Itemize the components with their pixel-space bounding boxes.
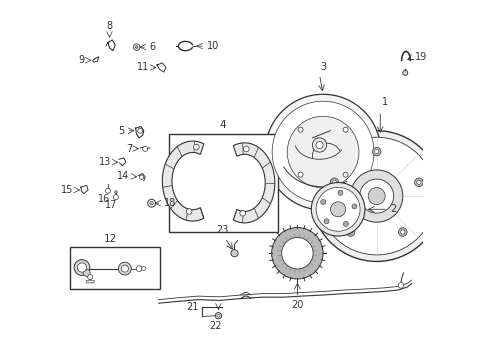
Circle shape — [351, 204, 356, 209]
Circle shape — [317, 137, 435, 255]
Circle shape — [414, 178, 423, 186]
Circle shape — [138, 128, 142, 133]
Text: 13: 13 — [99, 157, 111, 167]
Circle shape — [121, 265, 128, 272]
Circle shape — [114, 191, 117, 194]
Circle shape — [230, 249, 238, 257]
Circle shape — [271, 228, 323, 279]
Circle shape — [142, 266, 145, 271]
Polygon shape — [233, 143, 274, 223]
Circle shape — [311, 183, 364, 236]
Bar — [70, 247, 160, 289]
Circle shape — [398, 228, 406, 236]
Circle shape — [315, 141, 323, 149]
Circle shape — [324, 219, 328, 224]
Circle shape — [74, 260, 90, 275]
Circle shape — [343, 172, 347, 177]
Text: 15: 15 — [61, 185, 73, 195]
Text: 17: 17 — [105, 200, 118, 210]
Circle shape — [372, 147, 380, 156]
Circle shape — [149, 202, 153, 205]
Circle shape — [186, 208, 192, 214]
Circle shape — [135, 46, 138, 49]
Bar — [168, 134, 277, 232]
Circle shape — [400, 230, 404, 234]
Circle shape — [240, 210, 245, 216]
Text: 11: 11 — [136, 63, 148, 72]
Circle shape — [416, 180, 420, 184]
Circle shape — [136, 266, 142, 271]
Text: 4: 4 — [220, 120, 226, 130]
Text: 22: 22 — [208, 321, 221, 331]
Circle shape — [118, 262, 131, 275]
Text: 2: 2 — [390, 204, 396, 214]
Text: 1: 1 — [381, 98, 387, 108]
Circle shape — [320, 199, 325, 204]
Circle shape — [281, 238, 312, 269]
Text: 20: 20 — [290, 300, 303, 310]
Text: 14: 14 — [117, 171, 129, 181]
Circle shape — [142, 147, 147, 152]
Circle shape — [359, 179, 393, 213]
Polygon shape — [86, 281, 94, 283]
Circle shape — [330, 202, 345, 217]
Circle shape — [346, 228, 354, 236]
Circle shape — [337, 190, 342, 195]
Circle shape — [402, 70, 407, 75]
Text: 3: 3 — [319, 62, 325, 72]
Text: 5: 5 — [118, 126, 124, 136]
Text: 12: 12 — [104, 234, 117, 244]
Circle shape — [311, 131, 441, 261]
Text: 19: 19 — [414, 52, 427, 62]
Circle shape — [77, 263, 86, 272]
Circle shape — [331, 180, 336, 184]
Circle shape — [298, 172, 303, 177]
Circle shape — [397, 283, 403, 288]
Circle shape — [374, 149, 378, 154]
Circle shape — [329, 178, 338, 186]
Text: 6: 6 — [149, 42, 155, 52]
Text: 18: 18 — [163, 198, 176, 208]
Circle shape — [113, 195, 118, 200]
Circle shape — [105, 188, 110, 193]
Text: 16: 16 — [98, 194, 110, 204]
Circle shape — [133, 44, 140, 50]
Circle shape — [272, 101, 373, 203]
Circle shape — [343, 221, 347, 226]
Circle shape — [87, 275, 93, 280]
Text: 7: 7 — [125, 144, 132, 154]
Text: 23: 23 — [216, 225, 228, 235]
Text: 9: 9 — [78, 55, 84, 65]
Circle shape — [215, 312, 221, 319]
Text: 8: 8 — [106, 21, 112, 31]
Text: 21: 21 — [186, 302, 198, 312]
Circle shape — [286, 116, 358, 188]
Circle shape — [343, 127, 347, 132]
Circle shape — [367, 188, 385, 204]
Circle shape — [147, 199, 155, 207]
Circle shape — [193, 144, 199, 150]
Circle shape — [83, 269, 90, 276]
Circle shape — [298, 127, 303, 132]
Circle shape — [264, 94, 380, 210]
Circle shape — [350, 170, 402, 222]
Circle shape — [217, 314, 220, 317]
Polygon shape — [162, 141, 203, 221]
Text: 10: 10 — [206, 41, 219, 51]
Circle shape — [139, 175, 143, 179]
Circle shape — [347, 230, 352, 234]
Circle shape — [312, 138, 326, 152]
Circle shape — [243, 146, 248, 152]
Circle shape — [315, 187, 359, 231]
